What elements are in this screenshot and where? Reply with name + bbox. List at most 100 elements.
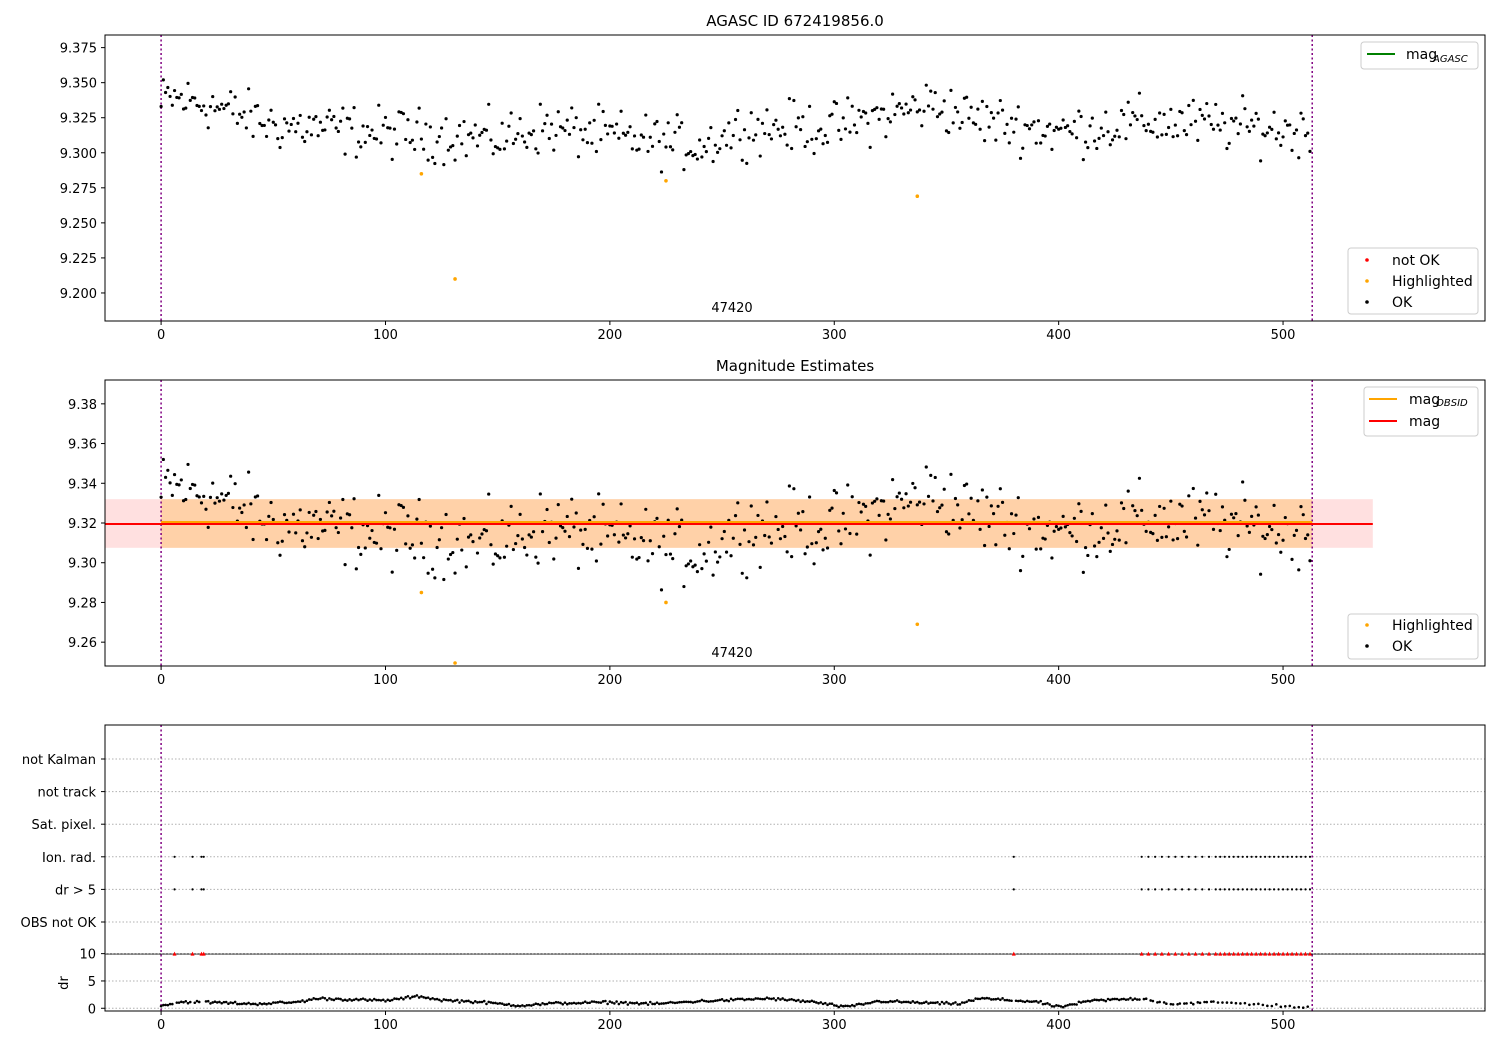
- dr-point: [316, 997, 320, 1001]
- ok-point: [408, 140, 412, 145]
- ok-point: [1135, 117, 1139, 122]
- ok-point: [493, 552, 498, 556]
- dr-point: [206, 999, 210, 1003]
- dr-point: [1025, 999, 1029, 1003]
- ok-point: [204, 507, 208, 511]
- dr-clipped-marker: [1290, 951, 1295, 956]
- dr-point: [390, 998, 394, 1002]
- ok-point: [567, 132, 572, 136]
- dr-point: [415, 994, 419, 997]
- ok-point: [226, 491, 231, 495]
- dr-point: [274, 1001, 277, 1004]
- dr-point: [251, 1002, 255, 1006]
- ok-point: [938, 112, 942, 116]
- flag-point: [1277, 888, 1280, 891]
- flag-point: [1255, 888, 1258, 891]
- dr-point: [1203, 1000, 1206, 1004]
- dr-point: [168, 1002, 172, 1006]
- ok-point: [359, 552, 363, 556]
- dr-point: [763, 997, 767, 1001]
- ok-point: [217, 499, 222, 503]
- ok-point: [675, 113, 679, 117]
- ok-point: [778, 134, 783, 138]
- ok-point: [480, 532, 484, 536]
- ok-point: [312, 117, 316, 121]
- ok-point: [395, 548, 399, 552]
- dr-point: [393, 997, 396, 1000]
- ok-point: [1250, 514, 1254, 518]
- ok-point: [778, 537, 783, 541]
- ok-point: [745, 576, 749, 580]
- flag-point: [202, 855, 205, 858]
- ok-point: [606, 132, 610, 136]
- ok-point: [1099, 526, 1103, 530]
- dr-point: [945, 1000, 948, 1004]
- ok-point: [161, 78, 165, 82]
- ok-point: [579, 128, 583, 132]
- flag-point: [1154, 855, 1157, 858]
- ok-point: [1301, 513, 1305, 517]
- ok-point: [1175, 537, 1180, 541]
- dr-point: [954, 1001, 957, 1004]
- ok-point: [664, 145, 668, 149]
- x-tick-label: 200: [597, 1018, 622, 1033]
- ok-point: [1063, 125, 1067, 130]
- ok-point: [924, 465, 928, 469]
- ok-point: [217, 107, 222, 111]
- ok-point: [1034, 141, 1038, 145]
- dr-point: [889, 999, 892, 1003]
- dr-point: [848, 1004, 852, 1008]
- ok-point: [211, 481, 215, 485]
- ok-point: [161, 457, 165, 462]
- ok-point: [509, 111, 513, 115]
- highlighted-point: [453, 661, 457, 665]
- ok-point: [1274, 541, 1278, 545]
- dr-clipped-marker: [1240, 951, 1245, 956]
- ok-point: [1196, 543, 1200, 547]
- ok-point: [305, 531, 309, 535]
- ok-point: [601, 109, 605, 114]
- dr-point: [1239, 1002, 1242, 1005]
- ok-point: [1211, 527, 1216, 531]
- dr-point: [1288, 1004, 1292, 1008]
- dr-point: [799, 1000, 802, 1004]
- ok-point: [1068, 129, 1072, 134]
- ok-point: [951, 121, 955, 125]
- ok-point: [671, 148, 675, 152]
- dr-point: [552, 1001, 556, 1005]
- dr-point: [572, 1001, 576, 1005]
- ok-point: [965, 482, 969, 486]
- dr-point: [285, 1001, 289, 1005]
- ok-point: [1267, 524, 1272, 529]
- dr-point: [655, 1001, 659, 1004]
- ok-point: [839, 542, 843, 546]
- ok-point: [594, 149, 599, 154]
- ok-point: [1158, 111, 1162, 115]
- x-tick-label: 0: [157, 1018, 165, 1033]
- dr-point: [1032, 1000, 1036, 1003]
- dr-point: [516, 1004, 520, 1008]
- ok-point: [843, 127, 848, 131]
- ok-point: [926, 494, 931, 499]
- ok-point: [650, 552, 655, 556]
- ok-point: [695, 157, 699, 161]
- ok-point: [516, 132, 520, 136]
- ok-point: [1059, 126, 1063, 130]
- ok-point: [1115, 128, 1119, 132]
- ok-point: [478, 133, 482, 137]
- ok-point: [534, 147, 538, 151]
- ok-point: [572, 525, 576, 529]
- ok-point: [740, 158, 744, 162]
- ok-point: [1306, 533, 1310, 537]
- ok-point: [422, 556, 426, 560]
- ok-point: [590, 141, 594, 145]
- flag-point: [1237, 888, 1240, 891]
- ok-point: [404, 542, 408, 546]
- dr-point: [877, 999, 881, 1003]
- dr-point: [164, 1003, 167, 1007]
- ok-point: [1039, 141, 1043, 145]
- ok-point: [565, 118, 569, 122]
- ok-point: [644, 113, 648, 117]
- dr-point: [651, 1002, 654, 1006]
- ok-point: [738, 138, 742, 142]
